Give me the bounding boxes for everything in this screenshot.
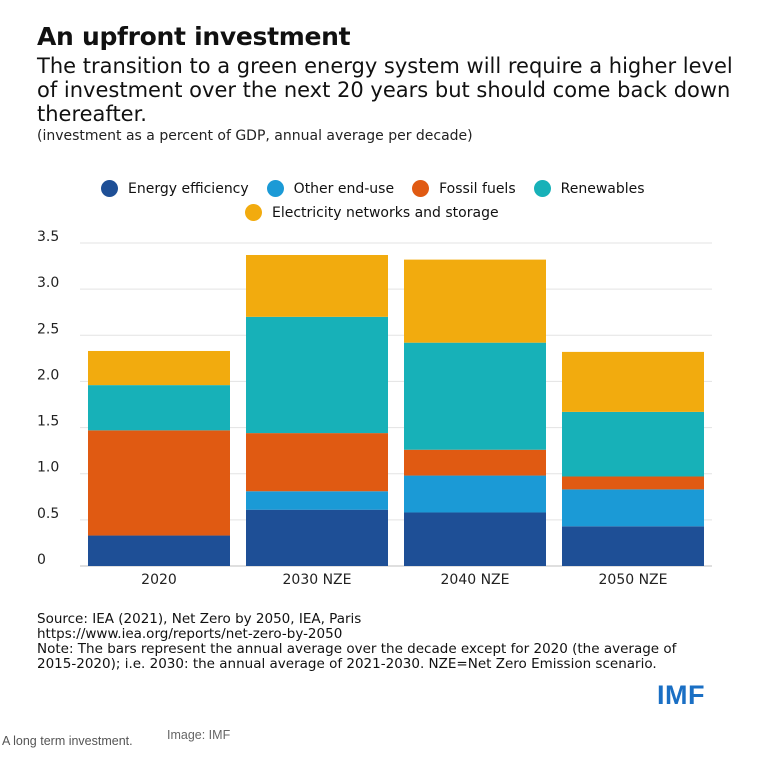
source-url: https://www.iea.org/reports/net-zero-by-… xyxy=(37,626,343,642)
legend-label-electricity-networks: Electricity networks and storage xyxy=(272,204,499,221)
bar-segment xyxy=(88,535,230,566)
bar-segment xyxy=(562,411,704,477)
y-tick-label: 3.5 xyxy=(37,229,59,245)
bar-segment xyxy=(246,254,388,317)
chart-units-note: (investment as a percent of GDP, annual … xyxy=(37,128,473,144)
x-tick-label: 2040 NZE xyxy=(441,572,510,588)
legend-swatch-fossil-fuels xyxy=(412,180,430,197)
source-line: Source: IEA (2021), Net Zero by 2050, IE… xyxy=(37,611,362,627)
legend-item-electricity-networks: Electricity networks and storage xyxy=(245,204,499,221)
bar-segment xyxy=(88,385,230,431)
bar-segment xyxy=(404,449,546,476)
bar-segment xyxy=(246,491,388,510)
x-tick-label: 2030 NZE xyxy=(283,572,352,588)
legend-label-other-end-use: Other end-use xyxy=(293,180,395,197)
legend-row-1: Energy efficiency Other end-use Fossil f… xyxy=(101,180,657,197)
legend-item-other-end-use: Other end-use xyxy=(266,180,395,197)
bar-segment xyxy=(562,489,704,527)
imf-logo: IMF xyxy=(657,680,705,710)
bar-segment xyxy=(562,351,704,412)
chart-title: An upfront investment xyxy=(37,22,351,51)
bar-segment xyxy=(246,509,388,566)
y-tick-label: 0.5 xyxy=(37,506,59,522)
bar-segment xyxy=(562,476,704,490)
y-tick-label: 2.5 xyxy=(37,321,59,337)
legend-label-fossil-fuels: Fossil fuels xyxy=(439,180,516,197)
y-tick-label: 1.5 xyxy=(37,414,59,430)
legend-swatch-energy-efficiency xyxy=(101,180,118,197)
legend-swatch-other-end-use xyxy=(266,180,284,197)
y-tick-label: 1.0 xyxy=(37,460,59,476)
bar-segment xyxy=(562,526,704,566)
y-tick-label: 3.0 xyxy=(37,275,59,291)
note-line: 2015-2020); i.e. 2030: the annual averag… xyxy=(37,656,657,672)
legend-swatch-renewables xyxy=(533,180,551,197)
y-tick-label: 2.0 xyxy=(37,367,59,383)
legend-label-renewables: Renewables xyxy=(560,180,645,197)
legend-item-renewables: Renewables xyxy=(533,180,645,197)
legend-item-fossil-fuels: Fossil fuels xyxy=(412,180,516,197)
legend-label-energy-efficiency: Energy efficiency xyxy=(128,180,249,197)
bar-segment xyxy=(404,512,546,566)
note-line: Note: The bars represent the annual aver… xyxy=(37,641,677,657)
chart-subtitle: The transition to a green energy system … xyxy=(37,54,733,126)
legend-swatch-electricity-networks xyxy=(245,204,262,221)
legend-item-energy-efficiency: Energy efficiency xyxy=(101,180,249,197)
image-caption: A long term investment. xyxy=(2,734,133,748)
legend-row-2: Electricity networks and storage xyxy=(245,204,511,221)
bar-segment xyxy=(404,342,546,450)
bar-segment xyxy=(404,475,546,513)
x-tick-label: 2050 NZE xyxy=(599,572,668,588)
bar-segment xyxy=(404,259,546,343)
bar-segment xyxy=(88,430,230,536)
source-note: Source: IEA (2021), Net Zero by 2050, IE… xyxy=(37,612,737,672)
image-credit: Image: IMF xyxy=(167,728,231,742)
bar-segment xyxy=(246,316,388,434)
y-tick-label: 0 xyxy=(37,552,46,568)
x-tick-label: 2020 xyxy=(141,572,177,588)
bar-segment xyxy=(246,433,388,492)
bar-segment xyxy=(88,350,230,386)
stacked-bar-chart: 0 0.5 1.0 1.5 2.0 2.5 3.0 3.5 2020 2030 NZE 2040 N… xyxy=(37,229,712,588)
